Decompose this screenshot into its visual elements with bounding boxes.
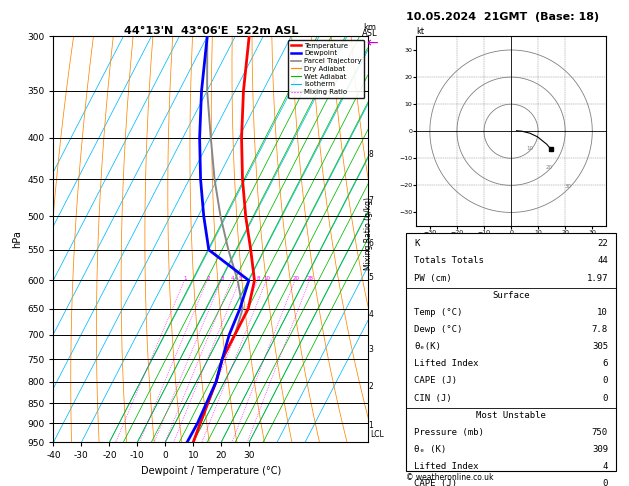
Text: Surface: Surface xyxy=(493,291,530,300)
X-axis label: Dewpoint / Temperature (°C): Dewpoint / Temperature (°C) xyxy=(141,466,281,476)
Text: Lifted Index: Lifted Index xyxy=(414,462,479,471)
Text: Dewp (°C): Dewp (°C) xyxy=(414,325,462,334)
Text: K: K xyxy=(414,239,420,248)
Text: PW (cm): PW (cm) xyxy=(414,274,452,282)
Text: 5: 5 xyxy=(369,273,373,282)
Text: 20: 20 xyxy=(292,276,299,280)
Text: θₑ (K): θₑ (K) xyxy=(414,445,447,454)
Text: 1.97: 1.97 xyxy=(586,274,608,282)
Text: 305: 305 xyxy=(592,342,608,351)
Text: CIN (J): CIN (J) xyxy=(414,394,452,402)
Text: © weatheronline.co.uk: © weatheronline.co.uk xyxy=(406,473,493,482)
Text: 22: 22 xyxy=(598,239,608,248)
Text: 10: 10 xyxy=(264,276,270,280)
Text: 10.05.2024  21GMT  (Base: 18): 10.05.2024 21GMT (Base: 18) xyxy=(406,12,599,22)
Title: 44°13'N  43°06'E  522m ASL: 44°13'N 43°06'E 522m ASL xyxy=(123,26,298,35)
Text: 8: 8 xyxy=(369,150,373,159)
Text: ASL: ASL xyxy=(362,29,377,38)
Text: 750: 750 xyxy=(592,428,608,437)
Text: 0: 0 xyxy=(603,394,608,402)
Text: 309: 309 xyxy=(592,445,608,454)
Text: ←: ← xyxy=(367,37,378,51)
Text: 4: 4 xyxy=(231,276,234,280)
Text: Totals Totals: Totals Totals xyxy=(414,257,484,265)
Text: 10: 10 xyxy=(526,146,533,151)
Text: 4: 4 xyxy=(603,462,608,471)
Text: 1: 1 xyxy=(184,276,187,280)
Text: 0: 0 xyxy=(603,376,608,385)
Text: CAPE (J): CAPE (J) xyxy=(414,479,457,486)
Text: 3: 3 xyxy=(369,345,373,354)
Text: Most Unstable: Most Unstable xyxy=(476,411,546,420)
Text: 1: 1 xyxy=(369,421,373,430)
Text: Pressure (mb): Pressure (mb) xyxy=(414,428,484,437)
Text: 7.8: 7.8 xyxy=(592,325,608,334)
Text: 10: 10 xyxy=(598,308,608,317)
Text: 2: 2 xyxy=(206,276,210,280)
Text: 5: 5 xyxy=(239,276,242,280)
Text: 20: 20 xyxy=(545,165,552,170)
Y-axis label: hPa: hPa xyxy=(11,230,21,248)
Text: 4: 4 xyxy=(369,310,373,318)
Text: θₑ(K): θₑ(K) xyxy=(414,342,441,351)
Text: 3: 3 xyxy=(220,276,224,280)
Text: Temp (°C): Temp (°C) xyxy=(414,308,462,317)
Text: 6: 6 xyxy=(603,359,608,368)
Text: 28: 28 xyxy=(307,276,314,280)
Text: 44: 44 xyxy=(598,257,608,265)
Text: 2: 2 xyxy=(369,382,373,391)
Text: km: km xyxy=(364,22,376,32)
Text: 6: 6 xyxy=(369,239,373,248)
Text: 7: 7 xyxy=(369,196,373,205)
Text: 8: 8 xyxy=(257,276,260,280)
Text: Mixing Ratio (g/kg): Mixing Ratio (g/kg) xyxy=(364,197,373,270)
Text: 0: 0 xyxy=(603,479,608,486)
Text: LCL: LCL xyxy=(370,430,384,439)
Text: 30: 30 xyxy=(564,184,571,189)
Text: kt: kt xyxy=(416,27,425,36)
Legend: Temperature, Dewpoint, Parcel Trajectory, Dry Adiabat, Wet Adiabat, Isotherm, Mi: Temperature, Dewpoint, Parcel Trajectory… xyxy=(288,40,364,98)
Text: CAPE (J): CAPE (J) xyxy=(414,376,457,385)
Text: Lifted Index: Lifted Index xyxy=(414,359,479,368)
